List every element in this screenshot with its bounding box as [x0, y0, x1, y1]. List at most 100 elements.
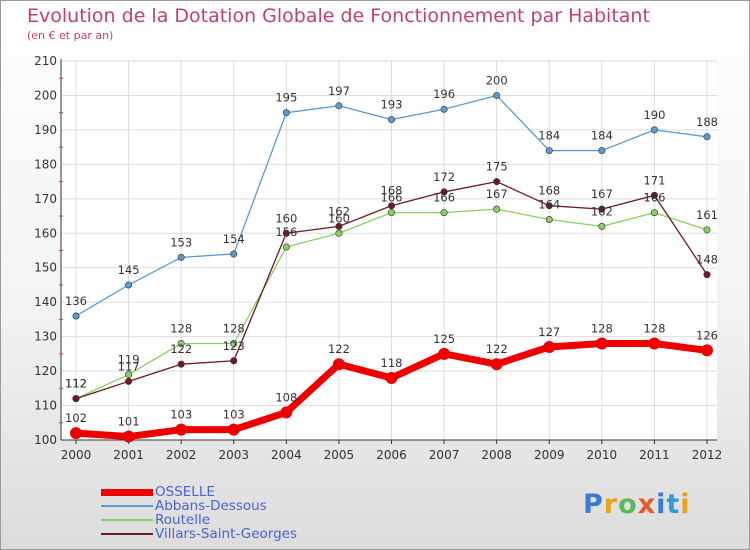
legend: OSSELLE Abbans-Dessous Routelle Villars-Sai…: [101, 485, 297, 541]
data-point: [703, 271, 711, 279]
data-label: 166: [433, 191, 455, 205]
y-tick-label: 200: [34, 88, 57, 102]
data-point: [125, 281, 133, 289]
data-label: 160: [328, 211, 350, 225]
data-label: 167: [591, 187, 613, 201]
data-point: [72, 312, 80, 320]
data-point: [703, 226, 711, 234]
data-label: 168: [381, 184, 403, 198]
data-label: 197: [328, 84, 350, 98]
data-label: 160: [275, 211, 297, 225]
data-label: 112: [65, 377, 87, 391]
data-label: 193: [381, 98, 403, 112]
data-point: [493, 91, 501, 99]
logo-letter: x: [637, 489, 657, 520]
data-point: [703, 133, 711, 141]
data-label: 118: [381, 356, 403, 370]
data-point: [177, 253, 185, 261]
legend-label: Routelle: [155, 512, 210, 528]
data-point: [545, 215, 553, 223]
logo-letter: i: [680, 489, 691, 520]
legend-swatch: [101, 533, 153, 535]
chart-title: Evolution de la Dotation Globale de Fonc…: [27, 5, 650, 27]
data-label: 119: [118, 353, 140, 367]
legend-swatch: [101, 488, 153, 496]
y-tick-label: 210: [34, 54, 57, 68]
data-point: [282, 109, 290, 117]
data-point: [440, 105, 448, 113]
data-label: 122: [170, 342, 192, 356]
legend-item: Routelle: [101, 513, 297, 527]
x-tick-label: 2008: [481, 448, 512, 462]
data-point: [598, 222, 606, 230]
y-tick-label: 190: [34, 123, 57, 137]
chart-subtitle: (en € et par an): [27, 29, 114, 42]
data-point: [230, 250, 238, 258]
x-tick-label: 2004: [271, 448, 302, 462]
data-point: [177, 360, 185, 368]
y-tick-label: 120: [34, 364, 57, 378]
x-tick-label: 2007: [429, 448, 460, 462]
x-tick-label: 2005: [324, 448, 355, 462]
x-tick-label: 2011: [639, 448, 670, 462]
data-point: [440, 209, 448, 217]
data-label: 168: [538, 184, 560, 198]
data-point: [387, 202, 395, 210]
data-label: 196: [433, 87, 455, 101]
x-tick-label: 2001: [113, 448, 144, 462]
data-point: [332, 358, 345, 371]
y-tick-label: 140: [34, 295, 57, 309]
legend-item: Villars-Saint-Georges: [101, 527, 297, 541]
data-label: 128: [223, 322, 245, 336]
data-label: 148: [696, 253, 718, 267]
data-point: [387, 209, 395, 217]
data-label: 103: [170, 408, 192, 422]
data-point: [227, 423, 240, 436]
data-label: 145: [118, 263, 140, 277]
data-point: [280, 406, 293, 419]
data-point: [72, 395, 80, 403]
proxiti-logo: Proxiti: [583, 489, 691, 520]
data-point: [125, 377, 133, 385]
data-label: 103: [223, 408, 245, 422]
data-point: [545, 202, 553, 210]
data-point: [335, 102, 343, 110]
y-tick-label: 150: [34, 261, 57, 275]
data-point: [493, 205, 501, 213]
data-point: [440, 188, 448, 196]
data-point: [490, 358, 503, 371]
data-label: 122: [328, 342, 350, 356]
data-label: 128: [591, 322, 613, 336]
data-label: 188: [696, 115, 718, 129]
data-point: [230, 340, 238, 348]
data-point: [648, 337, 661, 350]
data-label: 127: [538, 325, 560, 339]
data-point: [125, 371, 133, 379]
data-label: 171: [643, 173, 665, 187]
data-point: [598, 147, 606, 155]
data-point: [387, 116, 395, 124]
data-label: 162: [328, 204, 350, 218]
y-tick-label: 130: [34, 330, 57, 344]
data-label: 125: [433, 332, 455, 346]
legend-label: Villars-Saint-Georges: [155, 526, 297, 542]
data-label: 128: [643, 322, 665, 336]
data-label: 175: [486, 160, 508, 174]
y-tick-label: 170: [34, 192, 57, 206]
x-tick-label: 2002: [166, 448, 197, 462]
logo-letter: i: [656, 489, 667, 520]
x-tick-label: 2003: [218, 448, 249, 462]
data-label: 108: [275, 390, 297, 404]
data-point: [438, 347, 451, 360]
data-point: [543, 340, 556, 353]
data-label: 190: [643, 108, 665, 122]
data-point: [385, 371, 398, 384]
data-label: 167: [486, 187, 508, 201]
data-label: 122: [486, 342, 508, 356]
x-tick-label: 2012: [692, 448, 723, 462]
data-label: 128: [170, 322, 192, 336]
data-label: 200: [486, 73, 508, 87]
data-point: [335, 222, 343, 230]
logo-letter: t: [666, 489, 681, 520]
